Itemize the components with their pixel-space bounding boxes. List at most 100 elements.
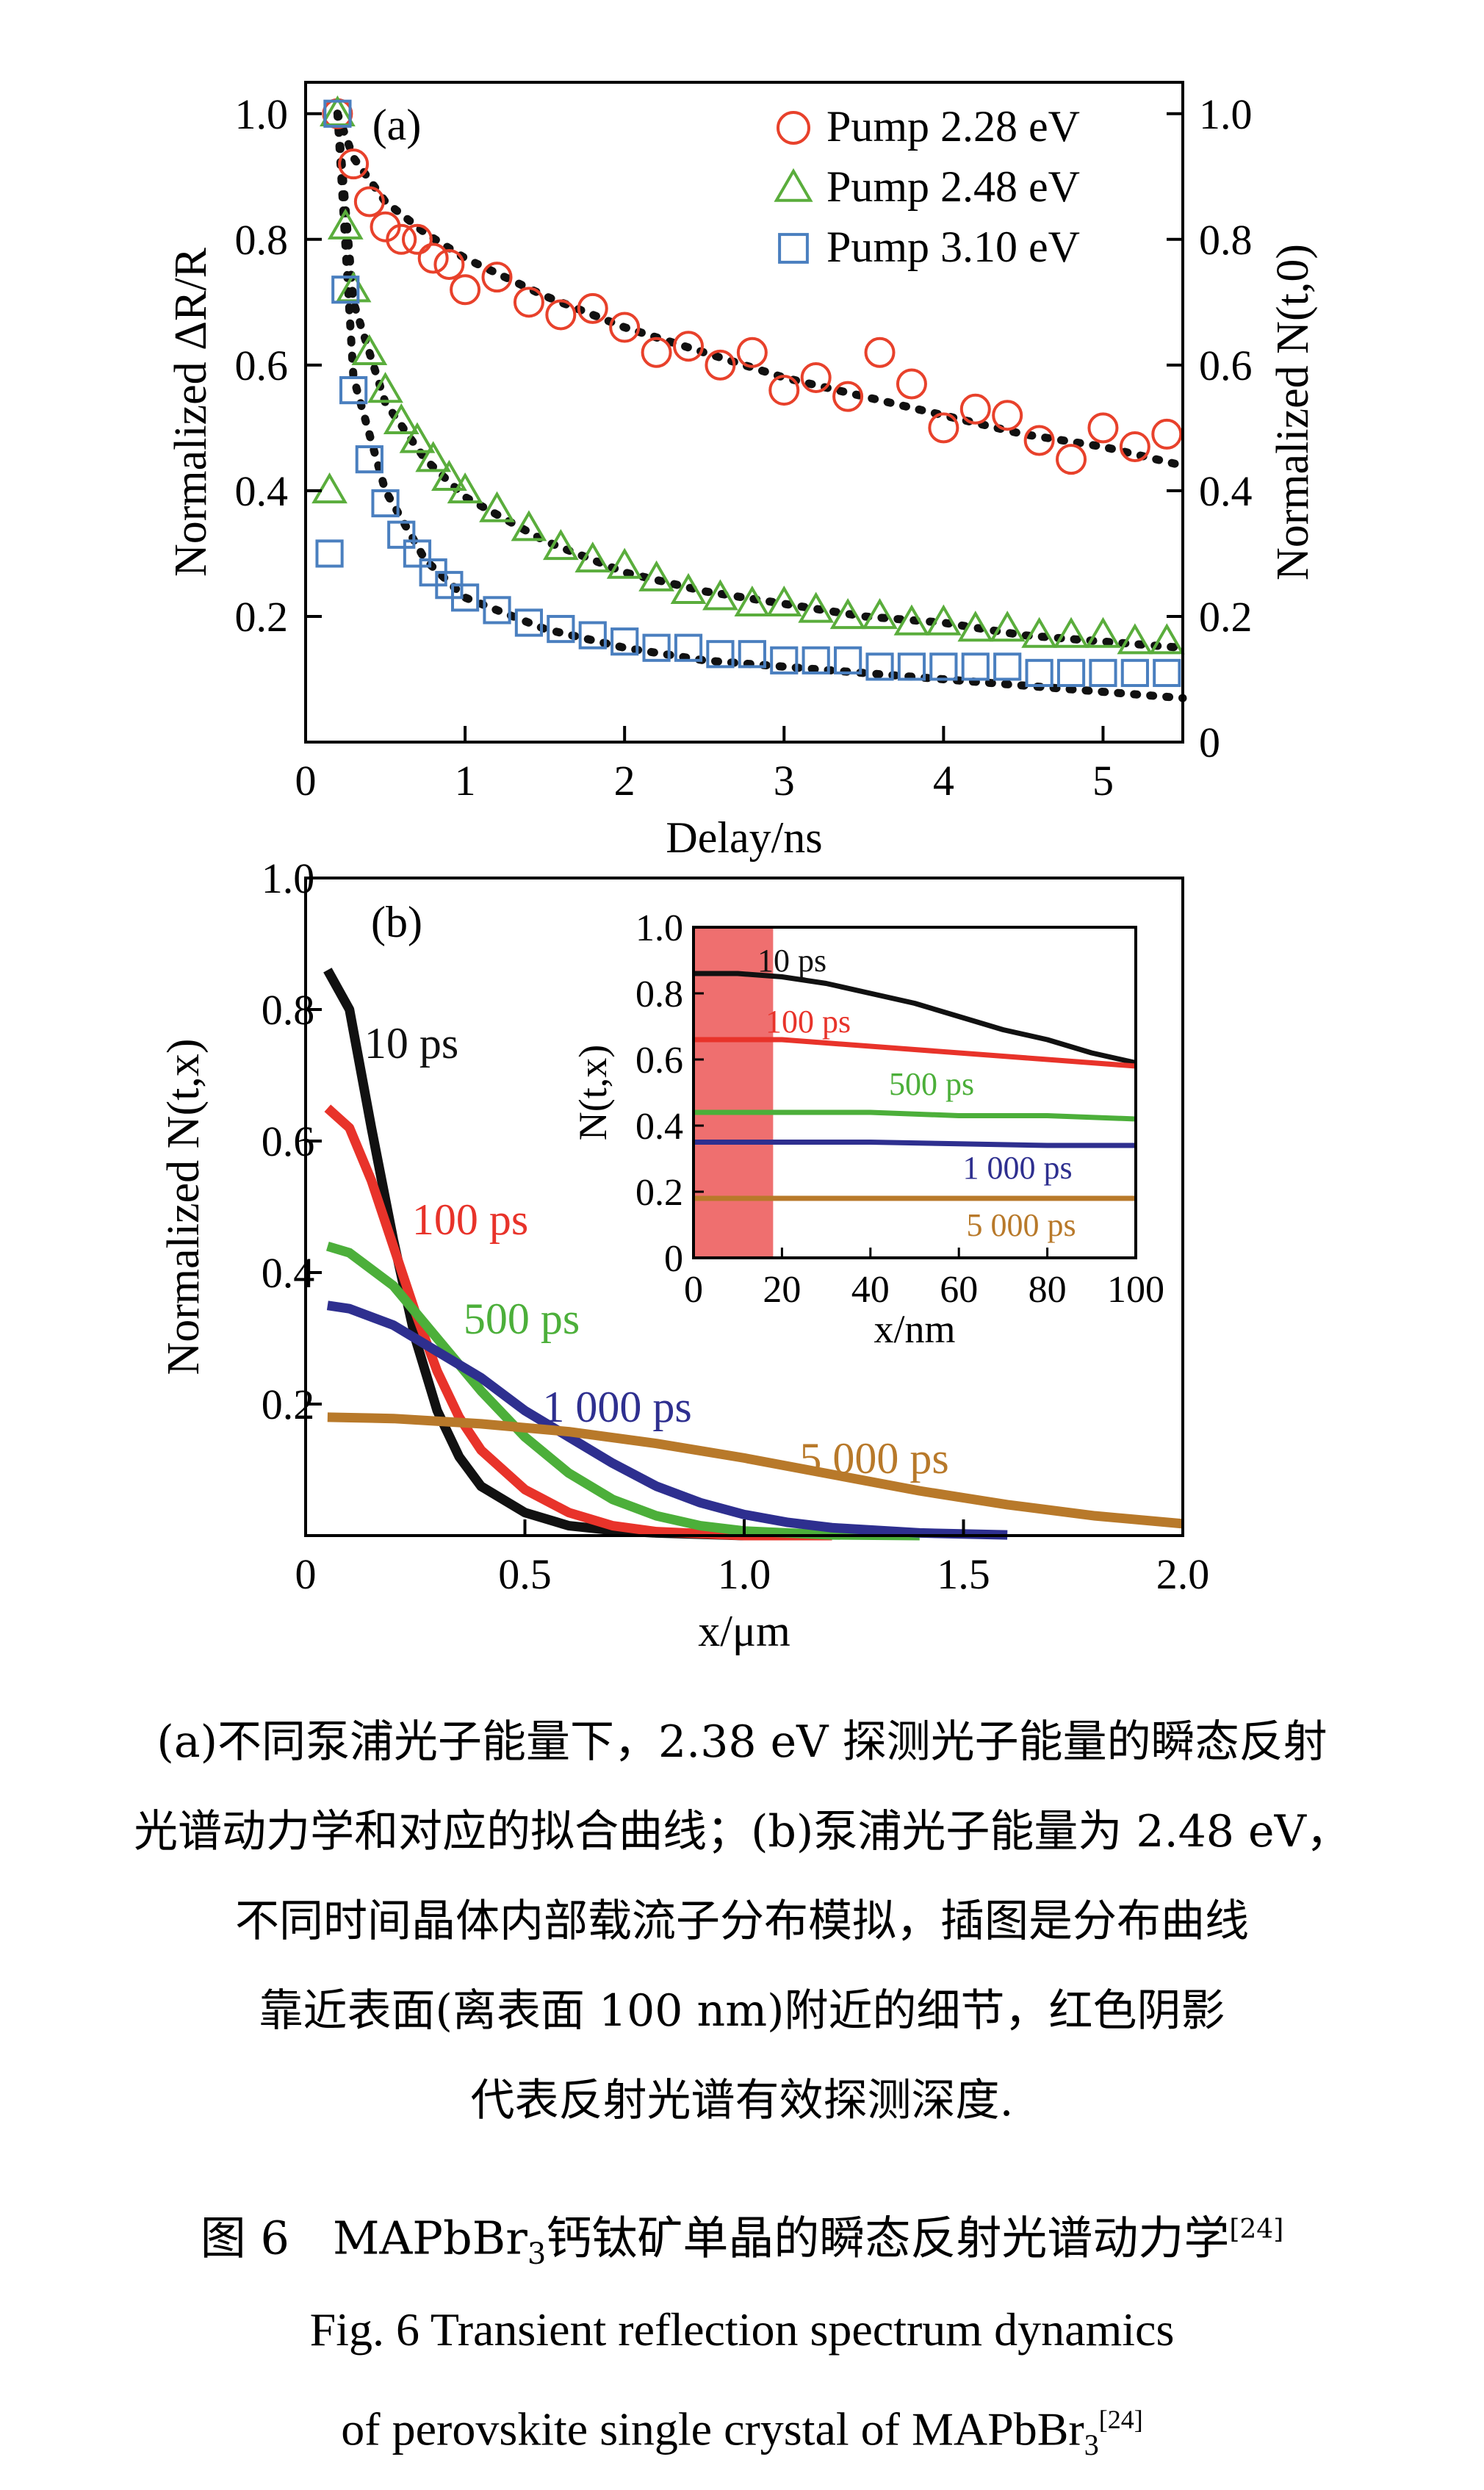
data-point	[705, 349, 736, 381]
series-label: 500 ps	[464, 1295, 580, 1343]
figure-title-en-line: Fig. 6 Transient reflection spectrum dyn…	[309, 2303, 1175, 2356]
data-point	[450, 583, 480, 612]
material-formula: MAPbBr	[333, 2211, 527, 2265]
data-point	[1025, 658, 1053, 688]
figure-title-text: 钙钛矿单晶的瞬态反射光谱动力学	[546, 2211, 1230, 2265]
data-point	[547, 614, 575, 644]
data-point	[383, 403, 419, 435]
data-point	[896, 368, 927, 400]
data-point	[734, 585, 771, 617]
data-point	[483, 596, 511, 625]
fit-curve	[333, 109, 1187, 702]
data-point	[1023, 425, 1055, 456]
x-tick-label: 1	[455, 757, 476, 805]
data-point	[736, 337, 768, 368]
data-point	[355, 445, 383, 474]
data-point	[829, 598, 866, 630]
y-tick-label-left: 0.4	[235, 467, 289, 515]
data-point	[331, 276, 360, 304]
data-point	[403, 539, 432, 568]
data-point	[992, 400, 1023, 431]
data-point	[513, 287, 544, 318]
data-point	[431, 459, 467, 491]
legend-marker	[777, 111, 810, 145]
data-point	[1021, 616, 1057, 648]
distribution-curve	[324, 1104, 832, 1541]
inset-y-tick-label: 0.8	[635, 974, 683, 1015]
y-tick-label-right: 0.2	[1199, 593, 1253, 641]
inset-x-tick-label: 0	[684, 1269, 703, 1311]
data-point	[864, 337, 896, 368]
caption-line: (a)不同泵浦光子能量下，2.38 eV 探测光子能量的瞬态反射	[156, 1716, 1328, 1768]
x-tick-label: 5	[1092, 757, 1114, 805]
x-tick-label: 2	[614, 757, 635, 805]
data-point	[1056, 658, 1086, 688]
y-tick-label: 0.8	[262, 986, 315, 1034]
figure-title-en-text: of perovskite single crystal of MAPbBr	[341, 2403, 1084, 2455]
data-point	[893, 604, 930, 636]
data-point	[1119, 431, 1150, 463]
data-point	[351, 334, 388, 365]
reference-mark: [24]	[1229, 2214, 1284, 2245]
legend-label: Pump 3.10 eV	[826, 223, 1080, 271]
data-point	[1117, 623, 1153, 655]
y-tick-label-left: 1.0	[235, 90, 289, 138]
data-point	[606, 547, 643, 579]
x-tick-label: 0.5	[498, 1550, 552, 1598]
y-tick-label-right: 0	[1199, 719, 1220, 766]
data-point	[959, 393, 991, 425]
data-point	[323, 99, 352, 128]
y-tick-label-left: 0.2	[235, 593, 289, 641]
data-point	[433, 249, 465, 281]
figure-title-en-line: of perovskite single crystal of MAPbBr3[…	[0, 2375, 1484, 2490]
inset-curve	[694, 1037, 1137, 1069]
inset-y-axis-label: N(t,x)	[571, 1045, 615, 1140]
inset-x-tick-label: 20	[763, 1269, 801, 1311]
reference-mark: [24]	[1098, 2405, 1143, 2434]
y-tick-label-right: 0.6	[1199, 342, 1253, 389]
inset-curve	[694, 971, 1137, 1065]
inset-y-tick-label: 0.2	[635, 1172, 683, 1214]
inset-y-tick-label: 1.0	[635, 907, 683, 949]
caption-line: 不同时间晶体内部载流子分布模拟，插图是分布曲线	[235, 1896, 1249, 1947]
data-point	[574, 541, 611, 573]
data-point	[798, 591, 835, 623]
data-point	[641, 337, 672, 368]
inset-curve	[694, 1109, 1137, 1122]
y-tick-label: 0.4	[262, 1249, 315, 1297]
data-point	[702, 579, 738, 611]
figure-title-en: Fig. 6 Transient reflection spectrum dyn…	[0, 2285, 1484, 2490]
data-point	[1151, 418, 1183, 450]
legend-label: Pump 2.48 eV	[826, 162, 1080, 211]
data-point	[832, 381, 864, 412]
data-point	[371, 489, 400, 518]
data-point	[670, 572, 707, 604]
figure-6: 0 1 2 3 4 5 0.2 0.4 0.6 0.8 1.0 0 0.2 0.4 0.6 0.8 1.0 Del…	[159, 81, 1318, 1655]
data-point	[1085, 616, 1121, 648]
x-tick-label: 0	[295, 757, 317, 805]
data-point	[897, 652, 926, 681]
y-tick-label-left: 0.6	[235, 342, 289, 389]
data-point	[1053, 616, 1089, 648]
data-point	[834, 646, 862, 674]
data-point	[610, 627, 639, 656]
data-point	[387, 520, 416, 549]
data-point	[327, 208, 364, 240]
distribution-curve	[326, 1300, 1008, 1540]
data-point	[862, 598, 898, 630]
fit-curve	[333, 109, 1187, 470]
data-point	[928, 412, 959, 444]
data-point	[578, 621, 607, 650]
data-point	[1120, 658, 1149, 688]
x-tick-label: 4	[933, 757, 954, 805]
data-point	[925, 604, 962, 636]
data-point	[1089, 658, 1117, 688]
inset-series-label: 100 ps	[766, 1004, 851, 1040]
inset-frame	[692, 926, 1137, 1259]
figure-title-cn: 图 6 MAPbBr3钙钛矿单晶的瞬态反射光谱动力学[24]	[0, 2197, 1484, 2287]
x-tick-label: 2.0	[1156, 1550, 1210, 1598]
y-axis-label-right: Normalized N(t,0)	[1268, 244, 1318, 580]
data-point	[417, 242, 449, 274]
plot-frame-a	[304, 81, 1184, 744]
inset-series-label: 10 ps	[757, 943, 826, 979]
